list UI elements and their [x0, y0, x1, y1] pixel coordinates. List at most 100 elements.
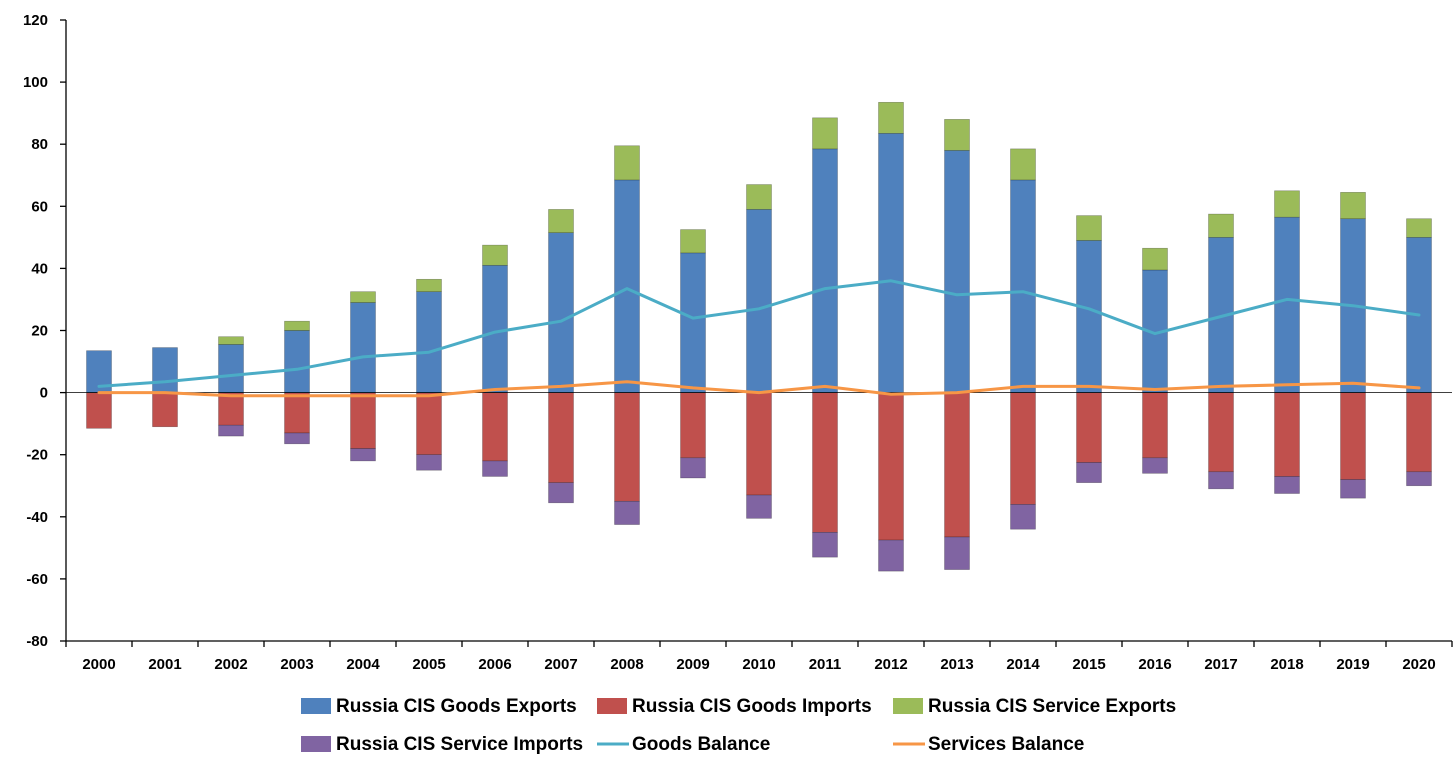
- bar-russia-cis-goods-imports-2001: [152, 392, 178, 428]
- bar-russia-cis-goods-imports-2015: [1076, 392, 1102, 463]
- bar-russia-cis-service-exports-2007: [548, 209, 574, 233]
- bar-russia-cis-service-imports-2016: [1142, 457, 1168, 474]
- bar-russia-cis-service-imports-2007: [548, 482, 574, 504]
- bar-russia-cis-goods-exports-2015: [1076, 240, 1102, 393]
- bar-russia-cis-goods-exports-2011: [812, 148, 838, 393]
- bar-russia-cis-goods-imports-2013: [944, 392, 970, 538]
- bar-russia-cis-goods-imports-2019: [1340, 392, 1366, 480]
- bar-russia-cis-service-imports-2014: [1010, 504, 1036, 530]
- bar-russia-cis-service-exports-2015: [1076, 215, 1102, 241]
- y-tick-label: 40: [31, 260, 48, 277]
- legend-label-russia-cis-goods-exports: Russia CIS Goods Exports: [336, 696, 577, 717]
- bar-russia-cis-service-exports-2006: [482, 244, 508, 266]
- bar-russia-cis-goods-exports-2002: [218, 344, 244, 393]
- bar-russia-cis-service-exports-2017: [1208, 213, 1234, 238]
- x-tick-label-2006: 2006: [478, 656, 511, 673]
- bar-russia-cis-goods-exports-2012: [878, 133, 904, 393]
- legend-label-services-balance: Services Balance: [928, 734, 1084, 755]
- y-tick-label: 60: [31, 198, 48, 215]
- x-tick-label-2011: 2011: [809, 656, 842, 673]
- bar-russia-cis-service-exports-2010: [746, 184, 772, 210]
- bar-russia-cis-goods-imports-2000: [86, 392, 112, 429]
- bar-russia-cis-service-imports-2015: [1076, 462, 1102, 483]
- bar-russia-cis-service-imports-2005: [416, 454, 442, 471]
- y-tick-label: -60: [26, 571, 48, 588]
- bar-russia-cis-service-imports-2020: [1406, 471, 1432, 487]
- bar-russia-cis-service-imports-2010: [746, 494, 772, 519]
- x-tick-label-2018: 2018: [1270, 656, 1303, 673]
- bar-russia-cis-goods-exports-2018: [1274, 216, 1300, 393]
- x-tick-label-2019: 2019: [1336, 656, 1369, 673]
- bar-russia-cis-goods-imports-2002: [218, 392, 244, 426]
- legend-swatch-russia-cis-goods-exports: [301, 698, 331, 714]
- bar-russia-cis-service-imports-2012: [878, 539, 904, 572]
- bar-russia-cis-goods-imports-2007: [548, 392, 574, 483]
- y-tick-label: -80: [26, 633, 48, 650]
- bar-russia-cis-service-imports-2011: [812, 532, 838, 558]
- x-tick-label-2000: 2000: [82, 656, 115, 673]
- x-tick-label-2002: 2002: [214, 656, 247, 673]
- bar-russia-cis-goods-imports-2014: [1010, 392, 1036, 505]
- x-tick-label-2013: 2013: [940, 656, 973, 673]
- bar-russia-cis-service-exports-2020: [1406, 218, 1432, 238]
- bar-russia-cis-service-exports-2014: [1010, 148, 1036, 181]
- legend-label-goods-balance: Goods Balance: [632, 734, 770, 755]
- bar-russia-cis-goods-exports-2001: [152, 347, 178, 393]
- bar-russia-cis-goods-imports-2006: [482, 392, 508, 462]
- bar-russia-cis-goods-exports-2009: [680, 252, 706, 393]
- legend: Russia CIS Goods Exports Russia CIS Goods…: [301, 696, 1176, 755]
- bar-russia-cis-service-exports-2019: [1340, 192, 1366, 220]
- x-tick-label-2016: 2016: [1138, 656, 1171, 673]
- x-tick-label-2014: 2014: [1006, 656, 1040, 673]
- bar-russia-cis-goods-imports-2018: [1274, 392, 1300, 477]
- bar-russia-cis-goods-imports-2016: [1142, 392, 1168, 459]
- bar-russia-cis-goods-imports-2004: [350, 392, 376, 449]
- bar-russia-cis-goods-imports-2012: [878, 392, 904, 541]
- legend-swatch-russia-cis-service-exports: [893, 698, 923, 714]
- x-tick-label-2005: 2005: [412, 656, 445, 673]
- y-tick-label: 80: [31, 136, 48, 153]
- x-tick-label-2009: 2009: [676, 656, 709, 673]
- line-goods-balance: [97, 279, 1421, 388]
- bar-russia-cis-goods-exports-2008: [614, 179, 640, 393]
- bar-russia-cis-goods-exports-2013: [944, 150, 970, 393]
- bars-layer: [86, 101, 1432, 572]
- x-tick-label-2020: 2020: [1402, 656, 1435, 673]
- line-services-balance: [97, 380, 1421, 398]
- bar-russia-cis-goods-imports-2003: [284, 392, 310, 434]
- bar-russia-cis-service-imports-2003: [284, 432, 310, 445]
- legend-swatch-russia-cis-goods-imports: [597, 698, 627, 714]
- bar-russia-cis-service-exports-2012: [878, 101, 904, 134]
- bar-russia-cis-service-imports-2013: [944, 536, 970, 570]
- bar-russia-cis-service-imports-2008: [614, 500, 640, 525]
- bar-russia-cis-service-exports-2008: [614, 145, 640, 181]
- bar-russia-cis-goods-imports-2020: [1406, 392, 1432, 473]
- bar-russia-cis-service-exports-2005: [416, 278, 442, 292]
- bar-russia-cis-goods-imports-2017: [1208, 392, 1234, 473]
- x-tick-label-2004: 2004: [346, 656, 380, 673]
- x-tick-label-2003: 2003: [280, 656, 313, 673]
- bar-russia-cis-service-exports-2009: [680, 229, 706, 254]
- bar-russia-cis-goods-exports-2005: [416, 291, 442, 393]
- bar-russia-cis-goods-exports-2007: [548, 232, 574, 393]
- legend-label-russia-cis-service-imports: Russia CIS Service Imports: [336, 734, 583, 755]
- bar-russia-cis-service-exports-2003: [284, 320, 310, 331]
- bar-russia-cis-goods-imports-2005: [416, 392, 442, 456]
- legend-swatch-russia-cis-service-imports: [301, 736, 331, 752]
- bar-russia-cis-goods-exports-2006: [482, 264, 508, 393]
- x-tick-label-2017: 2017: [1204, 656, 1237, 673]
- bar-russia-cis-service-imports-2018: [1274, 476, 1300, 494]
- y-tick-label: 0: [40, 385, 48, 402]
- y-tick-label: -40: [26, 509, 48, 526]
- bar-russia-cis-goods-exports-2004: [350, 302, 376, 393]
- legend-label-russia-cis-service-exports: Russia CIS Service Exports: [928, 696, 1176, 717]
- bar-russia-cis-goods-imports-2011: [812, 392, 838, 533]
- bar-russia-cis-service-imports-2009: [680, 457, 706, 479]
- bar-russia-cis-service-exports-2011: [812, 117, 838, 150]
- bar-russia-cis-goods-imports-2010: [746, 392, 772, 496]
- bar-russia-cis-service-imports-2002: [218, 424, 244, 437]
- bar-russia-cis-service-imports-2017: [1208, 471, 1234, 490]
- x-tick-label-2007: 2007: [544, 656, 577, 673]
